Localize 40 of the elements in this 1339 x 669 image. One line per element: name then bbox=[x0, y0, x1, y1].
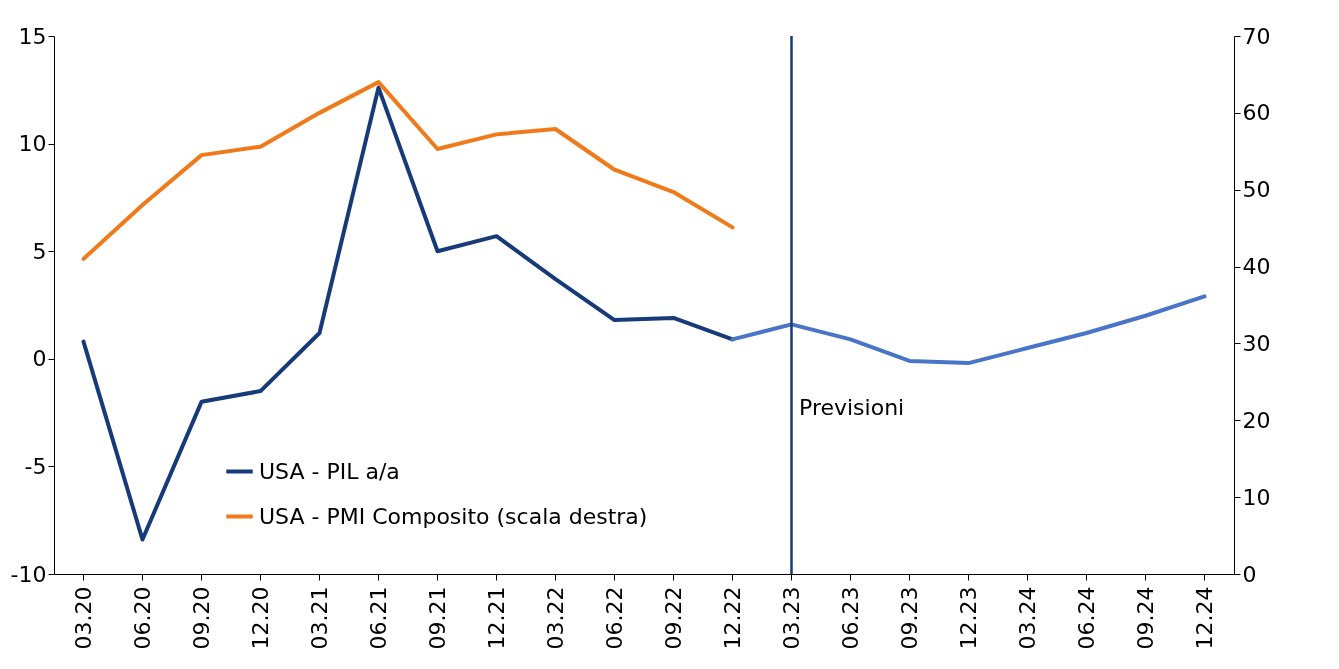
y-tick-label: -5 bbox=[24, 453, 47, 479]
x-tick-label: 09.22 bbox=[660, 586, 686, 650]
x-tick-label: 09.21 bbox=[424, 586, 450, 650]
line-series bbox=[81, 80, 735, 261]
x-tick-label: 03.21 bbox=[306, 586, 332, 650]
line-series bbox=[81, 85, 735, 542]
x-tick-label: 12.20 bbox=[247, 586, 273, 650]
x-tick-label: 12.21 bbox=[483, 586, 509, 650]
y2-tick-label: 60 bbox=[1242, 100, 1271, 126]
x-tick-label: 12.23 bbox=[955, 586, 981, 650]
y2-tick-label: 0 bbox=[1242, 561, 1257, 587]
x-tick-label: 12.22 bbox=[719, 586, 745, 650]
y2-tick-label: 50 bbox=[1242, 177, 1271, 203]
x-tick-label: 03.23 bbox=[778, 586, 804, 650]
legend-label: USA - PMI Composito (scala destra) bbox=[259, 503, 648, 529]
x-tick-label: 03.24 bbox=[1014, 586, 1040, 650]
y-tick-label: 15 bbox=[18, 23, 47, 49]
annotation: Previsioni bbox=[799, 395, 905, 420]
y-tick-label: 0 bbox=[32, 346, 47, 372]
y-tick-label: 10 bbox=[18, 131, 47, 157]
legend-label: USA - PIL a/a bbox=[259, 458, 400, 484]
line-series bbox=[730, 294, 1207, 366]
y-tick-label: -10 bbox=[10, 561, 47, 587]
x-tick-label: 12.24 bbox=[1191, 586, 1217, 650]
y2-tick-label: 20 bbox=[1242, 407, 1271, 433]
y-tick-label: 5 bbox=[32, 238, 47, 264]
x-tick-label: 06.22 bbox=[601, 586, 627, 650]
x-tick-label: 03.20 bbox=[70, 586, 96, 650]
x-tick-label: 06.23 bbox=[837, 586, 863, 650]
x-tick-label: 06.24 bbox=[1073, 586, 1099, 650]
y2-tick-label: 10 bbox=[1242, 484, 1271, 510]
x-tick-label: 06.21 bbox=[365, 586, 391, 650]
x-tick-label: 09.23 bbox=[896, 586, 922, 650]
x-tick-label: 03.22 bbox=[542, 586, 568, 650]
y2-tick-label: 70 bbox=[1242, 23, 1271, 49]
x-tick-label: 06.20 bbox=[129, 586, 155, 650]
x-tick-label: 09.20 bbox=[188, 586, 214, 650]
x-tick-label: 09.24 bbox=[1132, 586, 1158, 650]
y2-tick-label: 30 bbox=[1242, 330, 1271, 356]
y2-tick-label: 40 bbox=[1242, 254, 1271, 280]
